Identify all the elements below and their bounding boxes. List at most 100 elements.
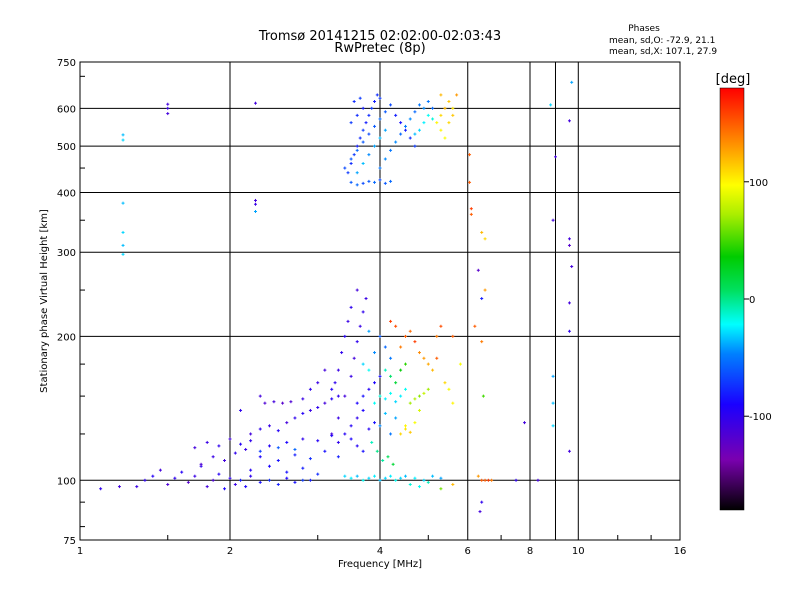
data-point xyxy=(378,117,382,121)
data-point xyxy=(316,439,320,443)
x-tick-label: 10 xyxy=(572,546,585,557)
data-point xyxy=(451,401,455,405)
data-point xyxy=(383,476,387,480)
data-point xyxy=(228,437,232,441)
data-point xyxy=(301,437,305,441)
data-point xyxy=(233,451,237,455)
data-point xyxy=(358,136,362,140)
data-point xyxy=(272,400,276,404)
data-point xyxy=(361,478,365,482)
data-point xyxy=(285,440,289,444)
data-point xyxy=(391,462,395,466)
data-point xyxy=(389,391,393,395)
data-point xyxy=(435,334,439,338)
data-point xyxy=(263,401,267,405)
data-point xyxy=(355,401,359,405)
data-point xyxy=(399,345,403,349)
data-point xyxy=(267,464,271,468)
y-axis-label: Stationary phase Virtual Height [km] xyxy=(39,209,50,393)
data-point xyxy=(211,478,215,482)
x-tick-label: 16 xyxy=(674,546,687,557)
data-point xyxy=(383,368,387,372)
data-point xyxy=(447,100,451,104)
data-point xyxy=(276,482,280,486)
data-point xyxy=(349,424,353,428)
data-point xyxy=(233,482,237,486)
data-point xyxy=(413,340,417,344)
data-point xyxy=(361,140,365,144)
data-point xyxy=(403,427,407,431)
data-points xyxy=(99,80,574,514)
data-point xyxy=(375,449,379,453)
data-point xyxy=(443,381,447,385)
data-point xyxy=(352,153,356,157)
data-point xyxy=(223,458,227,462)
data-point xyxy=(435,356,439,360)
data-point xyxy=(417,408,421,412)
data-point xyxy=(551,218,555,222)
y-tick-label: 200 xyxy=(57,332,76,343)
data-point xyxy=(422,106,426,110)
data-point xyxy=(399,121,403,125)
data-point xyxy=(249,439,253,443)
data-point xyxy=(389,319,393,323)
data-point xyxy=(289,400,293,404)
data-point xyxy=(394,381,398,385)
stats-x-mode: mean, sd,X: 107.1, 27.9 xyxy=(609,47,717,57)
data-point xyxy=(349,476,353,480)
data-point xyxy=(417,103,421,107)
data-point xyxy=(343,166,347,170)
data-point xyxy=(480,297,484,301)
data-point xyxy=(373,401,377,405)
colorbar-ticks: 100 0 -100 xyxy=(744,178,772,423)
data-point xyxy=(349,161,353,165)
data-point xyxy=(394,400,398,404)
data-point xyxy=(355,144,359,148)
data-point xyxy=(355,444,359,448)
y-tick-label: 500 xyxy=(57,142,76,153)
chart-title: Tromsø 20141215 02:02:00-02:03:43 xyxy=(258,29,501,44)
y-tick-label: 300 xyxy=(57,248,76,259)
data-point xyxy=(336,368,340,372)
data-point xyxy=(383,157,387,161)
data-point xyxy=(567,449,571,453)
data-point xyxy=(285,470,289,474)
data-point xyxy=(378,424,382,428)
data-point xyxy=(378,166,382,170)
data-point xyxy=(361,181,365,185)
colorbar xyxy=(719,87,745,511)
data-point xyxy=(447,387,451,391)
data-point xyxy=(323,368,327,372)
data-point xyxy=(121,252,125,256)
data-point xyxy=(383,128,387,132)
data-point xyxy=(367,153,371,157)
data-point xyxy=(473,324,477,328)
data-point xyxy=(469,207,473,211)
data-point xyxy=(367,368,371,372)
data-point xyxy=(373,180,377,184)
data-point xyxy=(483,288,487,292)
data-point xyxy=(99,487,103,491)
data-point xyxy=(431,117,435,121)
data-point xyxy=(383,397,387,401)
data-point xyxy=(367,113,371,117)
data-point xyxy=(435,121,439,125)
data-point xyxy=(330,397,334,401)
x-tick-label: 1 xyxy=(77,546,83,557)
data-point xyxy=(158,468,162,472)
data-point xyxy=(490,478,494,482)
data-point xyxy=(349,157,353,161)
data-point xyxy=(352,100,356,104)
data-point xyxy=(373,144,377,148)
data-point xyxy=(378,178,382,182)
data-point xyxy=(166,482,170,486)
data-point xyxy=(301,478,305,482)
data-point xyxy=(389,432,393,436)
data-point xyxy=(417,351,421,355)
data-point xyxy=(336,440,340,444)
data-point xyxy=(483,237,487,241)
data-point xyxy=(373,381,377,385)
data-point xyxy=(476,474,480,478)
data-point xyxy=(343,432,347,436)
